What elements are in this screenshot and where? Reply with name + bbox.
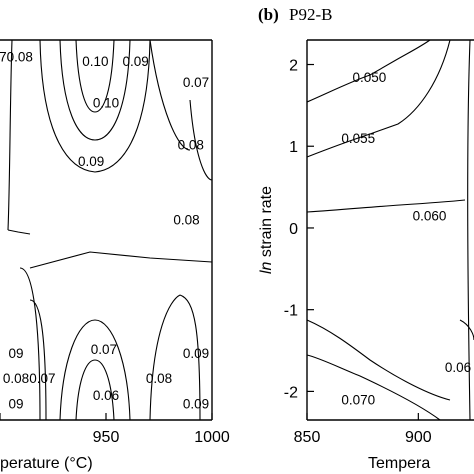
contour-label: 0.08	[146, 371, 172, 386]
contour-label: 0.08	[173, 213, 199, 228]
contour-label: 0.070	[341, 393, 375, 408]
contour-line	[306, 199, 466, 213]
panel-b-contour-labels: 0.050 0.055 0.060 0.070 0.06	[341, 70, 471, 408]
panel-b-x-ticks: 850 900	[294, 413, 432, 446]
x-tick-label: 950	[93, 429, 120, 446]
contour-label: 0.050	[352, 70, 386, 85]
panel-b-y-axis-title: ln strain rate	[258, 186, 275, 274]
contour-line	[29, 251, 213, 269]
contour-label: 0.09	[183, 346, 209, 361]
contour-label: 0.055	[341, 131, 375, 146]
contour-line	[75, 39, 115, 113]
contour-label: 0.10	[93, 96, 119, 111]
contour-line	[7, 39, 13, 231]
y-tick-label: 2	[289, 58, 298, 75]
contour-line	[189, 99, 213, 181]
contour-line	[39, 39, 151, 173]
panel-b-y-axis-title-ln: ln	[258, 261, 275, 274]
contour-label: 0.08	[178, 137, 204, 152]
contour-label: 0.060	[413, 209, 447, 224]
contour-label: 70.08	[0, 50, 33, 65]
panel-b-contours	[306, 39, 474, 421]
contour-label: 0.06	[445, 360, 471, 375]
contour-line	[459, 319, 474, 341]
x-tick-label: 850	[294, 429, 321, 446]
contour-line	[149, 294, 181, 421]
contour-line	[59, 39, 131, 141]
y-tick-label: 1	[289, 139, 298, 156]
contour-label: 0.09	[123, 54, 149, 69]
contour-line	[19, 267, 41, 421]
panel-b-y-axis-title-rest: strain rate	[258, 186, 275, 262]
x-tick-label: 900	[405, 429, 432, 446]
panel-b: (b) P92-B 0.050 0.055 0.060 0.070 0.06 2 1 0 -1…	[258, 5, 474, 472]
x-tick-label: 1000	[194, 429, 230, 446]
panel-a-x-axis-title: perature (°C)	[0, 455, 93, 472]
panel-b-y-ticks: 2 1 0 -1 -2	[284, 58, 314, 401]
contour-label: 0.07	[29, 371, 55, 386]
panel-b-label: (b) P92-B	[258, 5, 333, 24]
contour-label: 0.07	[183, 75, 209, 90]
contour-label: 09	[8, 346, 23, 361]
contour-line	[179, 294, 201, 421]
panel-a-x-ticks: 950 1000	[0, 413, 230, 446]
contour-line	[467, 39, 471, 421]
contour-line	[306, 39, 431, 103]
contour-line	[75, 359, 115, 421]
panel-b-x-axis-title: Tempera	[368, 455, 430, 472]
contour-label: 09	[8, 396, 23, 411]
contour-label: 0.08	[3, 371, 29, 386]
contour-label: 0.10	[82, 54, 108, 69]
y-tick-label: -2	[284, 384, 298, 401]
contour-line	[29, 299, 47, 421]
contour-label: 0.07	[91, 342, 117, 357]
panel-b-title: P92-B	[289, 5, 332, 24]
panel-a-contours	[7, 39, 213, 421]
contour-line	[306, 319, 451, 401]
contour-label: 0.09	[183, 396, 209, 411]
contour-line	[149, 39, 191, 151]
y-tick-label: 0	[289, 221, 298, 238]
contour-label: 0.06	[93, 388, 119, 403]
panel-b-letter: (b)	[258, 5, 279, 24]
contour-line	[306, 39, 451, 158]
contour-line	[59, 319, 131, 421]
contour-label: 0.09	[78, 154, 104, 169]
y-tick-label: -1	[284, 303, 298, 320]
contour-line	[306, 354, 441, 421]
contour-line	[7, 229, 31, 235]
